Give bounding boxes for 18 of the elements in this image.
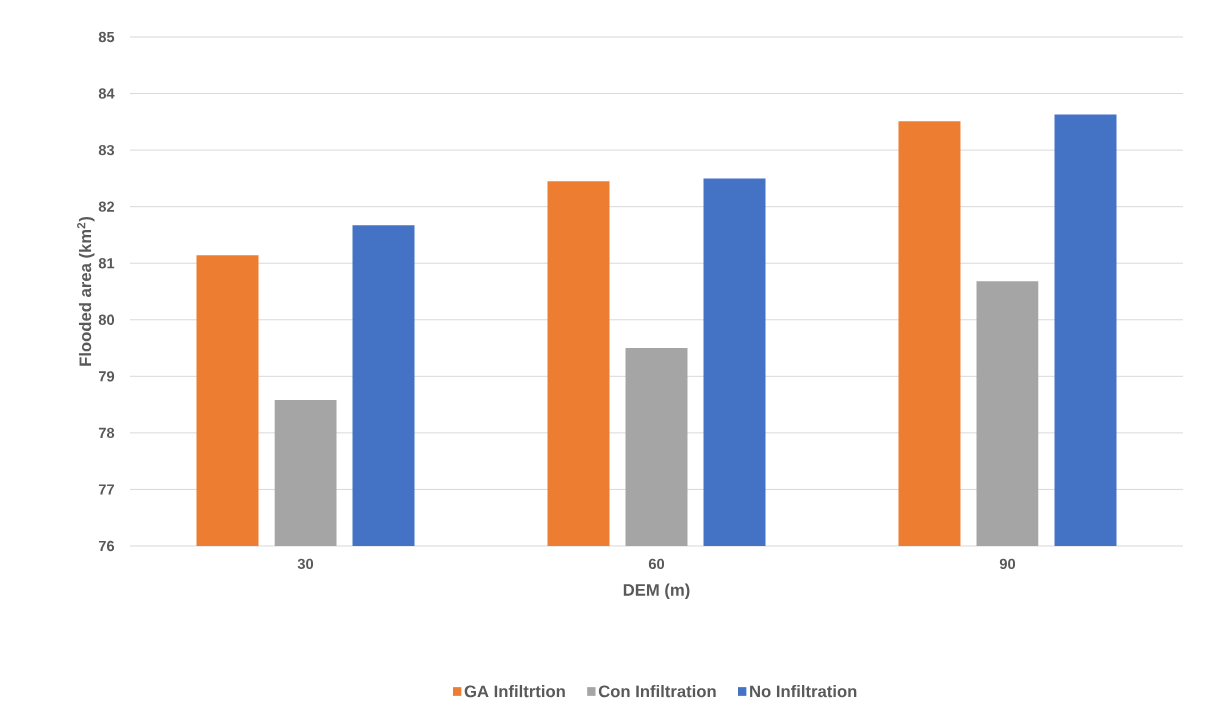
y-tick-label: 81 (98, 258, 115, 269)
y-tick-label: 77 (98, 484, 114, 495)
x-tick-label: 60 (648, 558, 665, 570)
y-tick-label: 79 (98, 371, 115, 382)
x-axis-title: DEM (m) (623, 583, 690, 600)
legend-label: Con Infiltration (598, 685, 716, 698)
y-tick-label: 80 (98, 314, 115, 325)
y-tick-label: 82 (98, 201, 115, 212)
y-tick-label: 76 (98, 540, 115, 552)
y-tick-label: 85 (98, 31, 115, 43)
x-tick-label: 30 (297, 558, 314, 570)
legend-label: No Infiltration (750, 685, 857, 698)
y-tick-label: 78 (98, 427, 115, 439)
x-tick-label: 90 (999, 558, 1016, 570)
y-tick-label: 84 (98, 88, 115, 99)
y-tick-label: 83 (98, 144, 115, 156)
y-axis-title: Flooded area (km$^{2}$) (77, 216, 95, 366)
legend-label: GA Infiltrtion (464, 685, 565, 698)
